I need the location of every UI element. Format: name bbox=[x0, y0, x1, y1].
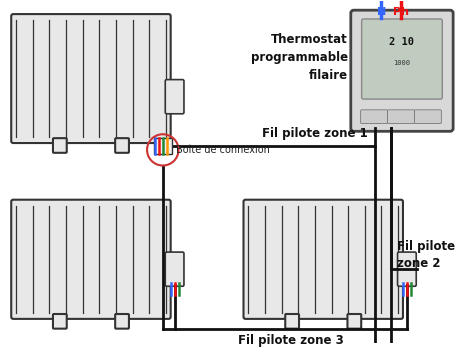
FancyBboxPatch shape bbox=[361, 110, 388, 124]
FancyBboxPatch shape bbox=[165, 79, 184, 114]
Text: N: N bbox=[377, 7, 386, 17]
Text: 2 10: 2 10 bbox=[390, 37, 414, 47]
FancyBboxPatch shape bbox=[53, 138, 67, 153]
FancyBboxPatch shape bbox=[11, 14, 171, 143]
FancyBboxPatch shape bbox=[285, 314, 299, 329]
Text: Fil pilote zone 1: Fil pilote zone 1 bbox=[262, 127, 367, 140]
Text: 1000: 1000 bbox=[393, 60, 410, 66]
FancyBboxPatch shape bbox=[414, 110, 441, 124]
Text: Ph: Ph bbox=[393, 7, 409, 17]
FancyBboxPatch shape bbox=[362, 19, 442, 99]
FancyBboxPatch shape bbox=[388, 110, 414, 124]
Bar bbox=[154, 138, 171, 154]
FancyBboxPatch shape bbox=[115, 314, 129, 329]
Text: Fil pilote
zone 2: Fil pilote zone 2 bbox=[397, 240, 455, 270]
FancyBboxPatch shape bbox=[11, 200, 171, 319]
FancyBboxPatch shape bbox=[53, 314, 67, 329]
Text: Thermostat
programmable
filaire: Thermostat programmable filaire bbox=[251, 33, 348, 82]
FancyBboxPatch shape bbox=[351, 10, 453, 131]
Text: Boîte de connexion: Boîte de connexion bbox=[176, 145, 269, 155]
FancyBboxPatch shape bbox=[398, 252, 416, 286]
FancyBboxPatch shape bbox=[348, 314, 361, 329]
Text: Fil pilote zone 3: Fil pilote zone 3 bbox=[238, 334, 344, 346]
FancyBboxPatch shape bbox=[244, 200, 403, 319]
FancyBboxPatch shape bbox=[115, 138, 129, 153]
FancyBboxPatch shape bbox=[165, 252, 184, 286]
